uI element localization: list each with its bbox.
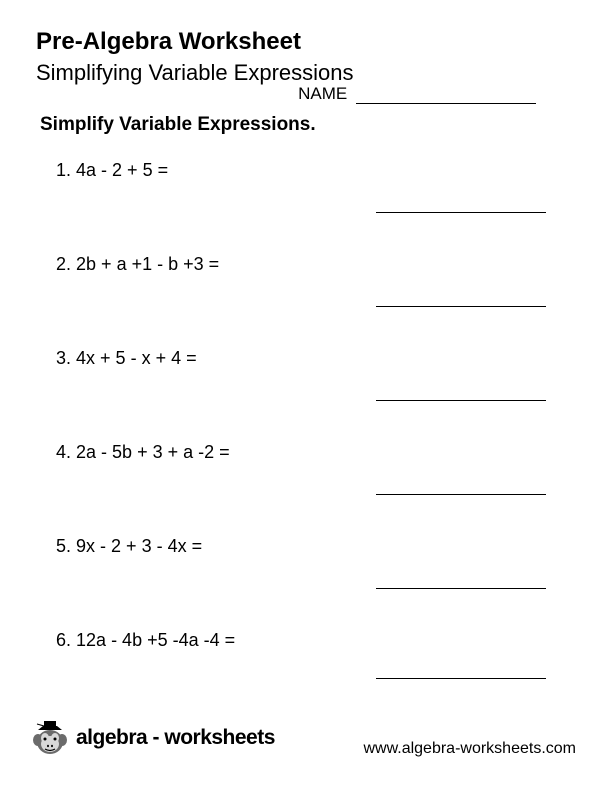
problem-expression: 12a - 4b +5 -4a -4 =: [76, 630, 235, 650]
problem-number: 5.: [56, 536, 71, 556]
problem-text: 4. 2a - 5b + 3 + a -2 =: [56, 442, 230, 463]
problem-expression: 2a - 5b + 3 + a -2 =: [76, 442, 230, 462]
problem-text: 1. 4a - 2 + 5 =: [56, 160, 168, 181]
footer: algebra - worksheets www.algebra-workshe…: [30, 718, 576, 758]
problem-expression: 4x + 5 - x + 4 =: [76, 348, 197, 368]
name-blank-line[interactable]: [356, 103, 536, 104]
answer-blank-line[interactable]: [376, 494, 546, 495]
logo-block: algebra - worksheets: [30, 718, 275, 758]
problem-text: 2. 2b + a +1 - b +3 =: [56, 254, 219, 275]
name-row: NAME: [36, 84, 576, 104]
problem-number: 6.: [56, 630, 71, 650]
problem-text: 3. 4x + 5 - x + 4 =: [56, 348, 197, 369]
answer-blank-line[interactable]: [376, 306, 546, 307]
worksheet-subtitle: Simplifying Variable Expressions: [36, 60, 576, 86]
problem-row: 2. 2b + a +1 - b +3 =: [56, 254, 576, 348]
answer-blank-line[interactable]: [376, 212, 546, 213]
problem-number: 2.: [56, 254, 71, 274]
monkey-icon: [30, 718, 70, 758]
problem-text: 6. 12a - 4b +5 -4a -4 =: [56, 630, 235, 651]
answer-blank-line[interactable]: [376, 678, 546, 679]
problems-list: 1. 4a - 2 + 5 = 2. 2b + a +1 - b +3 = 3.…: [36, 160, 576, 724]
worksheet-title: Pre-Algebra Worksheet: [36, 28, 576, 56]
footer-url: www.algebra-worksheets.com: [363, 740, 576, 758]
problem-expression: 2b + a +1 - b +3 =: [76, 254, 219, 274]
problem-row: 3. 4x + 5 - x + 4 =: [56, 348, 576, 442]
problem-row: 4. 2a - 5b + 3 + a -2 =: [56, 442, 576, 536]
problem-row: 6. 12a - 4b +5 -4a -4 =: [56, 630, 576, 724]
name-label: NAME: [298, 84, 347, 103]
problem-row: 5. 9x - 2 + 3 - 4x =: [56, 536, 576, 630]
problem-number: 4.: [56, 442, 71, 462]
answer-blank-line[interactable]: [376, 400, 546, 401]
problem-expression: 4a - 2 + 5 =: [76, 160, 168, 180]
problem-expression: 9x - 2 + 3 - 4x =: [76, 536, 202, 556]
problem-number: 3.: [56, 348, 71, 368]
logo-text: algebra - worksheets: [76, 726, 275, 750]
problem-number: 1.: [56, 160, 71, 180]
problem-row: 1. 4a - 2 + 5 =: [56, 160, 576, 254]
problem-text: 5. 9x - 2 + 3 - 4x =: [56, 536, 202, 557]
instructions: Simplify Variable Expressions.: [36, 114, 576, 136]
answer-blank-line[interactable]: [376, 588, 546, 589]
